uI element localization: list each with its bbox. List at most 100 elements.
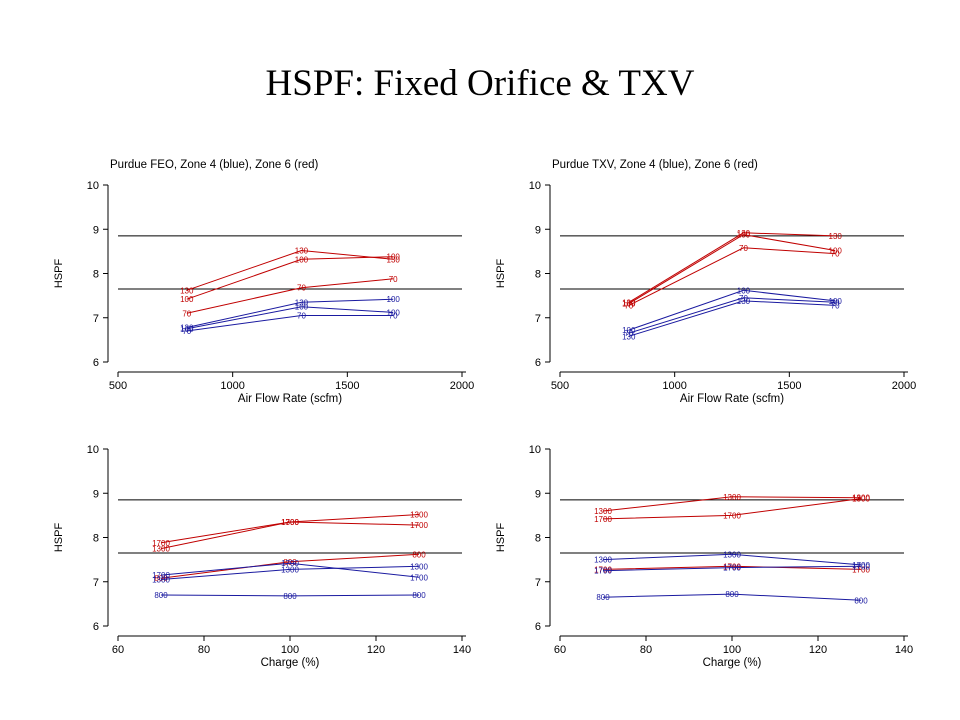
point-label: 1700: [281, 559, 299, 568]
series-line-zone6: [628, 234, 836, 305]
x-tick-label: 80: [640, 644, 652, 656]
x-tick-label: 500: [109, 380, 127, 392]
point-label: 130: [737, 229, 751, 238]
y-tick-label: 8: [535, 533, 541, 545]
point-label: 800: [412, 550, 426, 559]
point-label: 1700: [852, 561, 870, 570]
point-label: 130: [295, 298, 309, 307]
point-label: 130: [295, 246, 309, 255]
series-line-zone6: [602, 498, 862, 520]
point-label: 1300: [410, 562, 428, 571]
x-tick-label: 500: [551, 380, 569, 392]
x-tick-label: 100: [281, 644, 299, 656]
point-label: 100: [180, 295, 194, 304]
y-tick-label: 8: [535, 269, 541, 281]
x-axis-label: Air Flow Rate (scfm): [680, 393, 784, 405]
point-label: 1700: [594, 565, 612, 574]
point-label: 70: [831, 301, 840, 310]
x-tick-label: 1000: [662, 380, 686, 392]
series-line-zone4: [186, 315, 394, 332]
x-tick-label: 60: [112, 644, 124, 656]
point-label: 1300: [852, 495, 870, 504]
series-line-zone6: [186, 249, 394, 291]
point-label: 100: [622, 326, 636, 335]
x-tick-label: 140: [453, 644, 471, 656]
point-label: 70: [182, 309, 191, 318]
series-line-zone6: [160, 514, 420, 550]
x-tick-label: 1500: [335, 380, 359, 392]
point-label: 130: [180, 286, 194, 295]
panel-txv-charge: 6 7 8 9 10 HSPF 60 80 100 120 140 Charge (%) 1300 130…: [495, 444, 913, 669]
point-label: 70: [182, 327, 191, 336]
y-axis-label: HSPF: [53, 259, 65, 289]
series-line-zone4: [602, 553, 862, 566]
point-label: 1300: [410, 510, 428, 519]
point-label: 1700: [594, 567, 612, 576]
point-label: 1300: [723, 550, 741, 559]
series-line-zone4: [160, 565, 420, 580]
point-label: 130: [622, 332, 636, 341]
y-tick-label: 10: [529, 444, 541, 456]
x-tick-label: 120: [367, 644, 385, 656]
point-label: 100: [387, 308, 401, 317]
y-tick-label: 6: [93, 621, 99, 633]
point-label: 800: [412, 591, 426, 600]
point-label: 1300: [594, 507, 612, 516]
y-tick-label: 10: [87, 180, 99, 192]
point-label: 1300: [852, 494, 870, 503]
series-line-zone6: [602, 496, 862, 512]
point-label: 70: [739, 244, 748, 253]
point-label: 1700: [723, 564, 741, 573]
y-tick-label: 8: [93, 533, 99, 545]
series-line-zone6: [628, 247, 836, 306]
point-label: 100: [295, 255, 309, 264]
panel-feo-airflow: Purdue FEO, Zone 4 (blue), Zone 6 (red) 6…: [53, 159, 474, 405]
y-tick-label: 7: [535, 313, 541, 325]
point-label: 100: [737, 231, 751, 240]
y-tick-label: 9: [535, 488, 541, 500]
series-line-zone4: [602, 565, 862, 572]
point-label: 100: [829, 297, 843, 306]
point-label: 1700: [852, 562, 870, 571]
point-label: 1700: [594, 515, 612, 524]
point-label: 130: [180, 323, 194, 332]
point-label: 100: [295, 303, 309, 312]
point-label: 1700: [852, 565, 870, 574]
point-label: 1300: [281, 565, 299, 574]
point-label: 70: [831, 298, 840, 307]
y-tick-label: 6: [535, 357, 541, 369]
point-label: 70: [389, 312, 398, 321]
point-label: 800: [596, 593, 610, 602]
x-tick-label: 80: [198, 644, 210, 656]
x-tick-label: 60: [554, 644, 566, 656]
y-tick-label: 7: [535, 577, 541, 589]
y-axis-label: HSPF: [53, 523, 65, 553]
panel-txv-airflow: Purdue TXV, Zone 4 (blue), Zone 6 (red) 6…: [495, 159, 916, 405]
series-line-zone4: [160, 594, 420, 597]
slide-title: HSPF: Fixed Orifice & TXV: [265, 63, 695, 104]
panel-title: Purdue TXV, Zone 4 (blue), Zone 6 (red): [552, 159, 758, 171]
y-tick-label: 6: [93, 357, 99, 369]
point-label: 1300: [281, 518, 299, 527]
point-label: 130: [622, 298, 636, 307]
point-label: 70: [831, 250, 840, 259]
point-label: 100: [622, 300, 636, 309]
series-line-zone4: [602, 593, 862, 601]
y-tick-label: 8: [93, 269, 99, 281]
y-tick-label: 9: [93, 488, 99, 500]
point-label: 800: [154, 591, 168, 600]
series-line-zone6: [186, 256, 394, 300]
point-label: 70: [624, 301, 633, 310]
series-line-zone6: [160, 553, 420, 579]
panel-feo-charge: 6 7 8 9 10 HSPF 60 80 100 120 140 Charge (%) 1700 170…: [53, 444, 471, 669]
y-tick-label: 7: [93, 313, 99, 325]
x-tick-label: 1000: [220, 380, 244, 392]
point-label: 1700: [723, 511, 741, 520]
x-tick-label: 1500: [777, 380, 801, 392]
point-label: 70: [739, 294, 748, 303]
point-label: 130: [829, 232, 843, 241]
x-tick-label: 140: [895, 644, 913, 656]
series-line-zone4: [160, 562, 420, 578]
x-tick-label: 2000: [450, 380, 474, 392]
